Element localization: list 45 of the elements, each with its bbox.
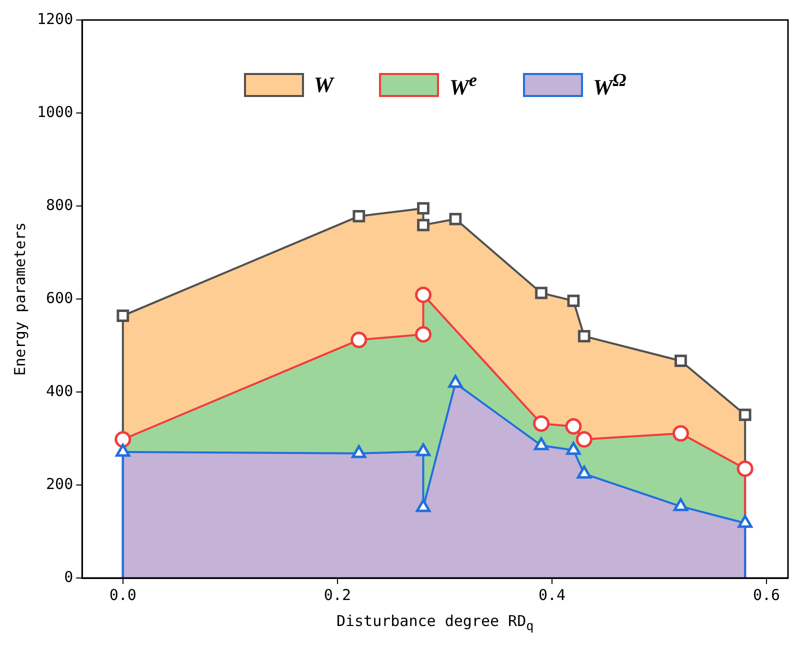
point xyxy=(576,466,592,479)
y-tick-label: 800 xyxy=(46,196,74,214)
point xyxy=(567,294,580,308)
point xyxy=(352,210,366,222)
x-tick-label: 0.0 xyxy=(109,586,136,604)
point xyxy=(535,286,548,300)
point xyxy=(576,431,592,448)
point xyxy=(116,444,130,457)
legend-label: W xyxy=(314,72,334,98)
point xyxy=(566,442,581,455)
point xyxy=(738,408,752,421)
x-tick-label: 0.4 xyxy=(538,586,566,604)
y-tick-label: 1000 xyxy=(37,102,74,121)
legend-label: W$^{Ω}$ xyxy=(593,70,626,100)
point xyxy=(533,415,550,432)
point xyxy=(448,374,463,388)
point xyxy=(350,332,368,348)
point xyxy=(417,202,430,215)
point xyxy=(114,431,132,448)
point xyxy=(416,443,431,456)
point xyxy=(415,326,432,343)
point xyxy=(415,286,432,304)
y-tick-label: 1200 xyxy=(37,10,74,28)
y-tick-label: 600 xyxy=(46,288,74,307)
point xyxy=(352,445,366,458)
point xyxy=(565,418,582,435)
point xyxy=(674,354,687,368)
point xyxy=(736,460,754,477)
point xyxy=(417,218,430,232)
y-tick-label: 0 xyxy=(64,568,74,586)
point xyxy=(449,212,462,226)
x-tick-label: 0.2 xyxy=(324,586,351,604)
point xyxy=(534,437,549,450)
point xyxy=(116,310,130,322)
point xyxy=(673,498,688,512)
point xyxy=(416,499,431,512)
point xyxy=(578,330,590,342)
x-axis-title: Disturbance degree RD$_{q}$ xyxy=(335,612,535,633)
y-tick-label: 400 xyxy=(46,382,74,400)
point xyxy=(738,514,752,528)
legend-label: W$^{e}$ xyxy=(449,70,478,100)
y-axis-title: Energy parameters xyxy=(10,222,29,376)
y-tick-label: 200 xyxy=(46,474,74,493)
point xyxy=(672,425,689,442)
x-tick-label: 0.6 xyxy=(753,586,780,604)
